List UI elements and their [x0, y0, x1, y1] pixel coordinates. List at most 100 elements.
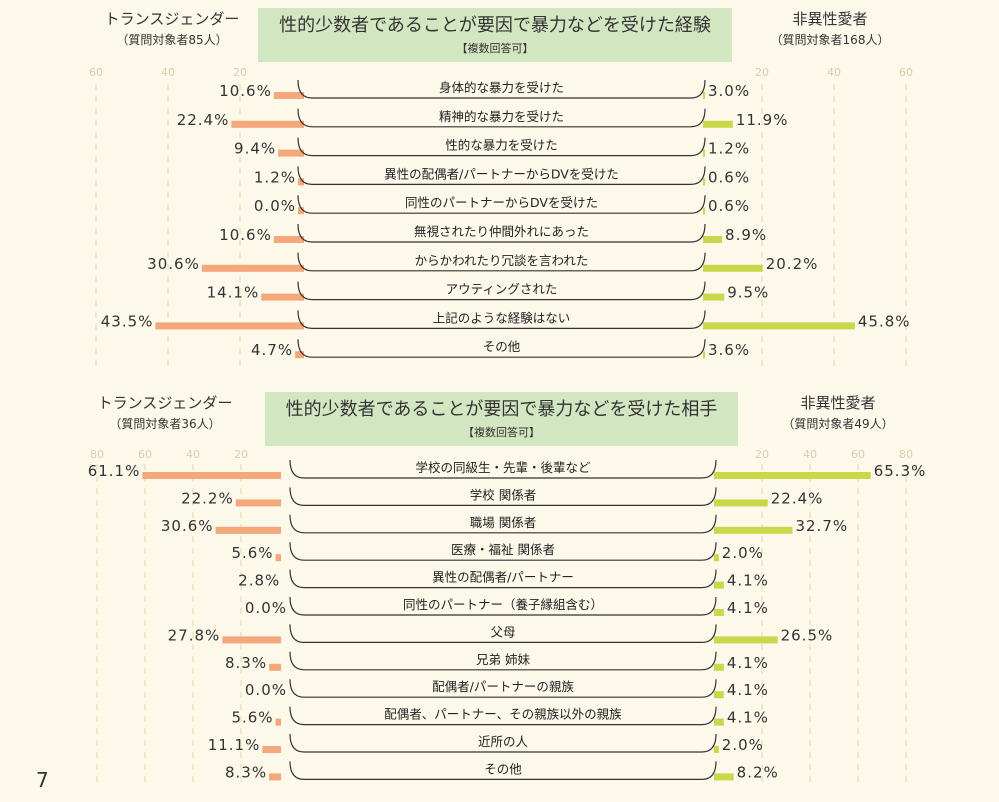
category-label: 兄弟 姉妹: [476, 652, 530, 667]
left-bar: [273, 236, 304, 243]
category-bracket: [297, 281, 706, 301]
left-tick-label: 80: [90, 448, 104, 461]
category-label: その他: [483, 339, 521, 354]
right-bar: [714, 554, 719, 562]
right-value-label: 4.1%: [727, 681, 769, 699]
right-value-label: 4.1%: [727, 599, 769, 617]
left-bar: [201, 264, 304, 272]
right-value-label: 26.5%: [781, 626, 834, 644]
title-box: [265, 392, 738, 446]
right-bar: [714, 526, 793, 534]
category-bracket: [289, 733, 717, 753]
left-value-label: 5.6%: [231, 709, 273, 727]
right-bar: [703, 293, 725, 301]
category-label: 身体的な暴力を受けた: [439, 80, 564, 95]
right-tick-label: 80: [899, 448, 913, 461]
left-bar: [298, 178, 304, 186]
right-bar: [703, 322, 855, 330]
left-value-label: 0.0%: [245, 681, 287, 699]
right-value-label: 22.4%: [771, 489, 824, 507]
category-label: 学校 関係者: [470, 487, 536, 502]
category-bracket: [297, 195, 706, 214]
right-tick-label: 40: [827, 66, 841, 79]
right-value-label: 0.6%: [708, 197, 750, 215]
left-tick-label: 20: [233, 66, 247, 79]
left-tick-label: 20: [234, 448, 248, 461]
left-group-name: トランスジェンダー: [98, 394, 233, 412]
right-group-name: 非異性愛者: [792, 10, 867, 28]
left-bar: [278, 149, 304, 157]
left-value-label: 2.8%: [238, 572, 280, 590]
right-bar: [714, 581, 724, 589]
category-bracket: [289, 569, 717, 589]
category-bracket: [297, 137, 706, 157]
right-value-label: 8.2%: [737, 763, 779, 781]
category-bracket: [289, 514, 717, 534]
left-value-label: 0.0%: [254, 197, 296, 215]
left-value-label: 8.3%: [225, 763, 267, 781]
left-value-label: 5.6%: [231, 544, 273, 562]
category-bracket: [297, 223, 706, 243]
left-tick-label: 40: [161, 66, 175, 79]
category-label: 無視されたり仲間外れにあった: [414, 224, 589, 239]
left-bar: [155, 322, 304, 330]
left-bar: [235, 499, 281, 507]
category-bracket: [289, 487, 717, 506]
left-group-name: トランスジェンダー: [105, 10, 240, 28]
left-bar: [269, 773, 281, 781]
left-bar: [261, 293, 304, 301]
right-bar: [703, 149, 705, 157]
right-value-label: 2.0%: [722, 544, 764, 562]
right-tick-label: 40: [803, 448, 817, 461]
right-group-note: （質問対象者49人）: [782, 416, 893, 431]
right-value-label: 4.1%: [727, 654, 769, 672]
category-label: 医療・福祉 関係者: [451, 542, 555, 557]
left-value-label: 10.6%: [219, 226, 272, 244]
right-value-label: 0.6%: [708, 168, 750, 186]
right-value-label: 2.0%: [722, 736, 764, 754]
category-bracket: [289, 624, 717, 643]
right-value-label: 45.8%: [858, 312, 911, 330]
left-value-label: 27.8%: [168, 626, 221, 644]
left-group-note: （質問対象者36人）: [109, 416, 220, 431]
category-label: 同性のパートナー（養子縁組含む）: [403, 597, 603, 612]
category-bracket: [289, 679, 717, 698]
right-tick-label: 20: [755, 66, 769, 79]
right-bar: [714, 472, 871, 479]
left-bar: [215, 526, 281, 534]
category-bracket: [297, 310, 706, 329]
category-label: 学校の同級生・先輩・後輩など: [415, 460, 591, 475]
left-value-label: 9.4%: [234, 140, 276, 158]
left-bar: [295, 351, 304, 359]
category-bracket: [289, 596, 717, 616]
category-label: 性的な暴力を受けた: [445, 138, 558, 153]
right-bar: [714, 499, 768, 507]
right-bar: [714, 718, 724, 726]
category-bracket: [297, 166, 706, 185]
title-box: [258, 8, 732, 62]
right-group-note: （質問対象者168人）: [771, 32, 890, 47]
category-label: 近所の人: [478, 734, 529, 749]
left-value-label: 0.0%: [245, 599, 287, 617]
category-bracket: [297, 339, 706, 358]
right-bar: [714, 773, 734, 781]
right-tick-label: 60: [851, 448, 865, 461]
category-bracket: [289, 706, 717, 726]
right-bar: [714, 746, 719, 753]
right-bar: [703, 236, 723, 243]
right-value-label: 11.9%: [736, 111, 789, 129]
left-value-label: 11.1%: [208, 736, 261, 754]
category-label: 精神的な暴力を受けた: [439, 109, 564, 124]
left-bar: [222, 636, 281, 644]
left-tick-label: 60: [138, 448, 152, 461]
category-label: 異性の配偶者/パートナー: [432, 570, 574, 585]
page-number: 7: [36, 768, 49, 792]
right-bar: [714, 691, 724, 699]
category-label: 同性のパートナーからDVを受けた: [405, 195, 598, 210]
right-value-label: 4.1%: [727, 709, 769, 727]
left-value-label: 4.7%: [251, 341, 293, 359]
left-bar: [275, 554, 281, 562]
left-tick-label: 60: [89, 66, 103, 79]
left-bar: [275, 718, 281, 726]
